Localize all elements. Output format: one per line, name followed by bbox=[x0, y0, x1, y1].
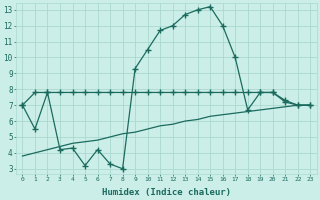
X-axis label: Humidex (Indice chaleur): Humidex (Indice chaleur) bbox=[102, 188, 231, 197]
